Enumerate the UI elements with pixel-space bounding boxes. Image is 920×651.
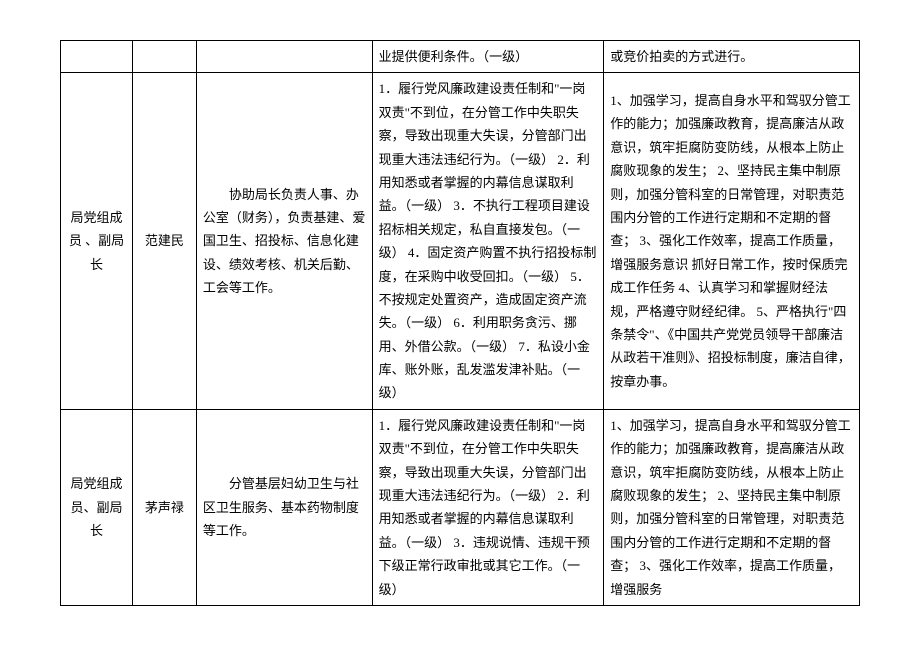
cell-measure: 1、加强学习，提高自身水平和驾驭分管工作的能力；加强廉政教育，提高廉洁从政意识，… xyxy=(604,73,860,409)
cell-name xyxy=(132,41,196,73)
cell-role xyxy=(61,41,133,73)
cell-measure: 1、加强学习，提高自身水平和驾驭分管工作的能力；加强廉政教育，提高廉洁从政意识，… xyxy=(604,409,860,605)
cell-duty xyxy=(196,41,372,73)
cell-duty: 分管基层妇幼卫生与社区卫生服务、基本药物制度等工作。 xyxy=(196,409,372,605)
cell-measure: 或竞价拍卖的方式进行。 xyxy=(604,41,860,73)
table-row: 业提供便利条件。（一级） 或竞价拍卖的方式进行。 xyxy=(61,41,860,73)
table-row: 局党组成员 、副局长 范建民 协助局长负责人事、办公室（财务），负责基建、爱国卫… xyxy=(61,73,860,409)
cell-name: 范建民 xyxy=(132,73,196,409)
cell-risk: 业提供便利条件。（一级） xyxy=(372,41,604,73)
cell-duty: 协助局长负责人事、办公室（财务），负责基建、爱国卫生、招投标、信息化建设、绩效考… xyxy=(196,73,372,409)
cell-name: 茅声禄 xyxy=(132,409,196,605)
cell-risk: 1．履行党风廉政建设责任制和"一岗双责"不到位，在分管工作中失职失察，导致出现重… xyxy=(372,73,604,409)
table-row: 局党组成员、副局长 茅声禄 分管基层妇幼卫生与社区卫生服务、基本药物制度等工作。… xyxy=(61,409,860,605)
responsibility-table: 业提供便利条件。（一级） 或竞价拍卖的方式进行。 局党组成员 、副局长 范建民 … xyxy=(60,40,860,606)
cell-risk: 1．履行党风廉政建设责任制和"一岗双责"不到位，在分管工作中失职失察，导致出现重… xyxy=(372,409,604,605)
cell-role: 局党组成员、副局长 xyxy=(61,409,133,605)
cell-role: 局党组成员 、副局长 xyxy=(61,73,133,409)
